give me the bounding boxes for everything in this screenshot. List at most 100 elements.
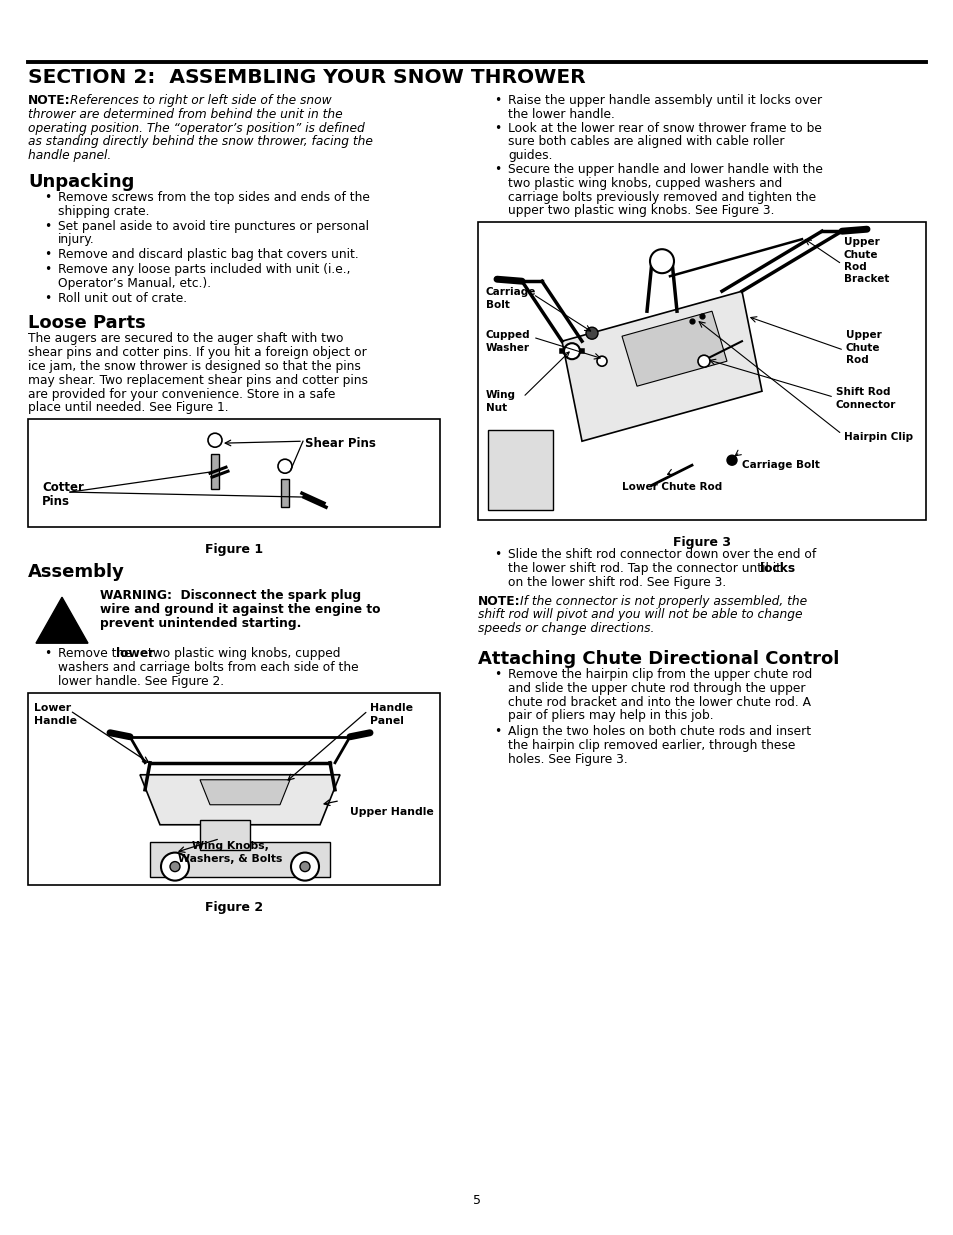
- Text: injury.: injury.: [58, 233, 94, 247]
- Polygon shape: [200, 779, 290, 805]
- Text: thrower are determined from behind the unit in the: thrower are determined from behind the u…: [28, 107, 342, 121]
- Text: Raise the upper handle assembly until it locks over: Raise the upper handle assembly until it…: [507, 94, 821, 107]
- Text: may shear. Two replacement shear pins and cotter pins: may shear. Two replacement shear pins an…: [28, 374, 368, 387]
- Bar: [211, 454, 219, 489]
- Text: Roll unit out of crate.: Roll unit out of crate.: [58, 291, 187, 305]
- Bar: [200, 820, 250, 850]
- Text: Wing Knobs,: Wing Knobs,: [192, 841, 268, 851]
- Text: two plastic wing knobs, cupped: two plastic wing knobs, cupped: [144, 647, 340, 661]
- Text: Lower Chute Rod: Lower Chute Rod: [621, 482, 721, 493]
- Text: and slide the upper chute rod through the upper: and slide the upper chute rod through th…: [507, 682, 804, 695]
- Text: Chute: Chute: [843, 249, 878, 259]
- Text: Nut: Nut: [485, 403, 507, 412]
- Text: place until needed. See Figure 1.: place until needed. See Figure 1.: [28, 401, 229, 415]
- Bar: [28, 693, 439, 884]
- Text: speeds or change directions.: speeds or change directions.: [477, 622, 654, 635]
- Text: guides.: guides.: [507, 149, 552, 162]
- Text: •: •: [44, 248, 51, 261]
- Text: Slide the shift rod connector down over the end of: Slide the shift rod connector down over …: [507, 548, 816, 561]
- Polygon shape: [621, 311, 726, 387]
- Text: carriage bolts previously removed and tighten the: carriage bolts previously removed and ti…: [507, 190, 815, 204]
- Text: •: •: [44, 291, 51, 305]
- Text: Chute: Chute: [845, 342, 880, 353]
- Text: as standing directly behind the snow thrower, facing the: as standing directly behind the snow thr…: [28, 136, 373, 148]
- Circle shape: [291, 852, 318, 881]
- Bar: [477, 222, 925, 520]
- Text: are provided for your convenience. Store in a safe: are provided for your convenience. Store…: [28, 388, 335, 400]
- Text: Cotter: Cotter: [42, 482, 84, 494]
- Text: Remove and discard plastic bag that covers unit.: Remove and discard plastic bag that cove…: [58, 248, 358, 261]
- Text: If the connector is not properly assembled, the: If the connector is not properly assembl…: [519, 594, 806, 608]
- Text: !: !: [57, 614, 67, 634]
- Text: locks: locks: [760, 562, 794, 576]
- Text: •: •: [494, 94, 500, 107]
- Text: Unpacking: Unpacking: [28, 173, 134, 191]
- Text: Cupped: Cupped: [485, 330, 530, 340]
- Circle shape: [170, 862, 180, 872]
- Text: ice jam, the snow thrower is designed so that the pins: ice jam, the snow thrower is designed so…: [28, 359, 360, 373]
- Polygon shape: [36, 598, 88, 643]
- Text: prevent unintended starting.: prevent unintended starting.: [100, 616, 301, 630]
- Text: Hairpin Clip: Hairpin Clip: [843, 432, 912, 442]
- Polygon shape: [140, 774, 339, 825]
- Text: Shift Rod: Shift Rod: [835, 388, 889, 398]
- Text: holes. See Figure 3.: holes. See Figure 3.: [507, 753, 627, 766]
- Bar: [150, 841, 330, 877]
- Text: shear pins and cotter pins. If you hit a foreign object or: shear pins and cotter pins. If you hit a…: [28, 346, 366, 359]
- Text: Wing: Wing: [485, 390, 516, 400]
- Text: •: •: [494, 121, 500, 135]
- Text: The augers are secured to the auger shaft with two: The augers are secured to the auger shaf…: [28, 332, 343, 346]
- Text: the lower shift rod. Tap the connector until it: the lower shift rod. Tap the connector u…: [507, 562, 784, 576]
- Text: Panel: Panel: [370, 716, 403, 726]
- Text: Pins: Pins: [42, 495, 70, 508]
- Text: Remove any loose parts included with unit (i.e.,: Remove any loose parts included with uni…: [58, 263, 350, 275]
- Text: Attaching Chute Directional Control: Attaching Chute Directional Control: [477, 650, 839, 668]
- Text: Secure the upper handle and lower handle with the: Secure the upper handle and lower handle…: [507, 163, 822, 177]
- Text: •: •: [44, 220, 51, 232]
- Text: Handle: Handle: [370, 703, 413, 713]
- Circle shape: [277, 459, 292, 473]
- Text: lower: lower: [116, 647, 154, 661]
- Text: two plastic wing knobs, cupped washers and: two plastic wing knobs, cupped washers a…: [507, 177, 781, 190]
- Text: Washers, & Bolts: Washers, & Bolts: [177, 855, 282, 864]
- Text: handle panel.: handle panel.: [28, 149, 112, 162]
- Text: Connector: Connector: [835, 400, 896, 410]
- Text: SECTION 2:  ASSEMBLING YOUR SNOW THROWER: SECTION 2: ASSEMBLING YOUR SNOW THROWER: [28, 68, 585, 86]
- Text: Carriage Bolt: Carriage Bolt: [741, 461, 819, 471]
- Text: 5: 5: [473, 1194, 480, 1207]
- Text: Set panel aside to avoid tire punctures or personal: Set panel aside to avoid tire punctures …: [58, 220, 369, 232]
- Text: operating position. The “operator’s position” is defined: operating position. The “operator’s posi…: [28, 121, 364, 135]
- Text: sure both cables are aligned with cable roller: sure both cables are aligned with cable …: [507, 136, 783, 148]
- Text: NOTE:: NOTE:: [477, 594, 520, 608]
- Text: shift rod will pivot and you will not be able to change: shift rod will pivot and you will not be…: [477, 609, 801, 621]
- Text: •: •: [44, 263, 51, 275]
- Text: Upper Handle: Upper Handle: [350, 806, 434, 816]
- Text: washers and carriage bolts from each side of the: washers and carriage bolts from each sid…: [58, 661, 358, 674]
- Circle shape: [649, 249, 673, 273]
- Text: •: •: [494, 548, 500, 561]
- Text: •: •: [494, 163, 500, 177]
- Text: on the lower shift rod. See Figure 3.: on the lower shift rod. See Figure 3.: [507, 576, 725, 589]
- Text: Remove the hairpin clip from the upper chute rod: Remove the hairpin clip from the upper c…: [507, 668, 811, 680]
- Text: Upper: Upper: [843, 237, 879, 247]
- Circle shape: [299, 862, 310, 872]
- Text: Operator’s Manual, etc.).: Operator’s Manual, etc.).: [58, 277, 211, 290]
- Circle shape: [161, 852, 189, 881]
- Text: the hairpin clip removed earlier, through these: the hairpin clip removed earlier, throug…: [507, 739, 795, 752]
- Polygon shape: [561, 291, 761, 441]
- Circle shape: [563, 343, 579, 359]
- Text: Bolt: Bolt: [485, 300, 509, 310]
- Text: Figure 2: Figure 2: [205, 900, 263, 914]
- Text: Bracket: Bracket: [843, 274, 888, 284]
- Text: WARNING:  Disconnect the spark plug: WARNING: Disconnect the spark plug: [100, 589, 361, 603]
- Text: Lower: Lower: [34, 703, 71, 713]
- Text: Look at the lower rear of snow thrower frame to be: Look at the lower rear of snow thrower f…: [507, 121, 821, 135]
- Bar: [28, 419, 439, 527]
- Text: NOTE:: NOTE:: [28, 94, 71, 107]
- Text: Align the two holes on both chute rods and insert: Align the two holes on both chute rods a…: [507, 725, 810, 739]
- Text: •: •: [494, 668, 500, 680]
- Text: Remove screws from the top sides and ends of the: Remove screws from the top sides and end…: [58, 191, 370, 204]
- Text: lower handle. See Figure 2.: lower handle. See Figure 2.: [58, 674, 224, 688]
- Text: Upper: Upper: [845, 330, 881, 340]
- Text: Remove the: Remove the: [58, 647, 135, 661]
